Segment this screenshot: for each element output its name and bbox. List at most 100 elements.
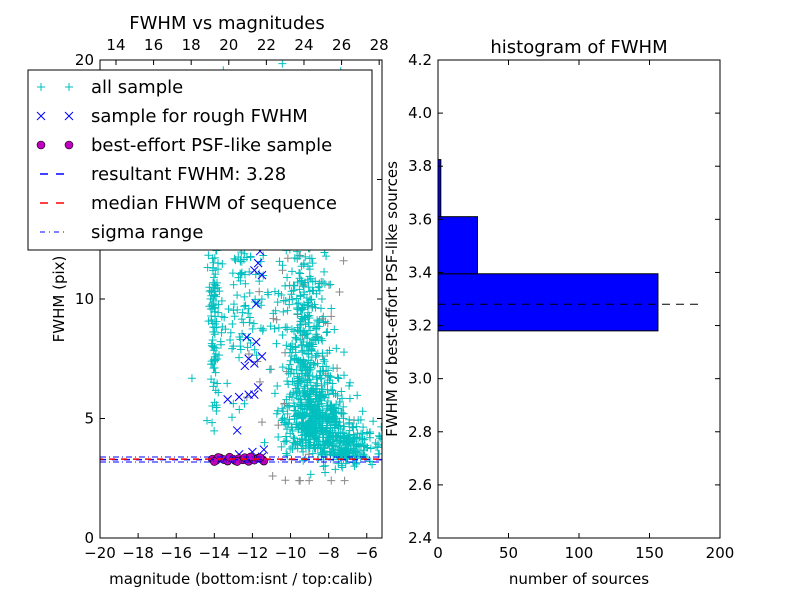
gray-sample-point bbox=[339, 256, 348, 265]
all-sample-point bbox=[291, 348, 300, 357]
all-sample-point bbox=[286, 356, 295, 365]
all-sample-point bbox=[343, 445, 352, 454]
all-sample-point bbox=[304, 308, 313, 317]
all-sample-point bbox=[358, 407, 367, 416]
all-sample-point bbox=[245, 267, 254, 276]
all-sample-point bbox=[312, 423, 321, 432]
all-sample-point bbox=[340, 371, 349, 380]
all-sample-point bbox=[279, 296, 288, 305]
all-sample-point bbox=[333, 373, 342, 382]
all-sample-point bbox=[294, 299, 303, 308]
all-sample-point bbox=[305, 438, 314, 447]
all-sample-point bbox=[320, 379, 329, 388]
all-sample-point bbox=[319, 444, 328, 453]
legend-entry: best-effort PSF-like sample bbox=[36, 135, 332, 156]
all-sample-point bbox=[281, 420, 290, 429]
all-sample-point bbox=[302, 329, 311, 338]
all-sample-point bbox=[377, 422, 382, 431]
all-sample-point bbox=[336, 421, 345, 430]
all-sample-point bbox=[230, 254, 239, 263]
all-sample-point bbox=[283, 403, 292, 412]
all-sample-point bbox=[323, 396, 332, 405]
histogram-panel: 0 50 100 150 200 2.4 2.6 2.8 3.0 3.2 3.4 3.6 3.8 4.0 4… bbox=[408, 51, 734, 562]
all-sample-point bbox=[287, 423, 296, 432]
all-sample-point bbox=[273, 298, 282, 307]
all-sample-point bbox=[226, 335, 235, 344]
all-sample-point bbox=[319, 312, 328, 321]
all-sample-point bbox=[352, 422, 361, 431]
all-sample-point bbox=[245, 289, 254, 298]
all-sample-point bbox=[278, 60, 287, 68]
legend-box bbox=[27, 69, 373, 251]
gray-sample-point bbox=[255, 377, 264, 386]
all-sample-point bbox=[312, 351, 321, 360]
all-sample-point bbox=[228, 319, 237, 328]
all-sample-point bbox=[335, 398, 344, 407]
gray-sample-point bbox=[327, 312, 336, 321]
all-sample-point bbox=[236, 345, 245, 354]
all-sample-point bbox=[250, 345, 259, 354]
all-sample-point bbox=[291, 406, 300, 415]
histogram-xtick-label: 100 bbox=[565, 544, 594, 562]
all-sample-point bbox=[278, 415, 287, 424]
gray-sample-point bbox=[272, 315, 281, 324]
all-sample-point bbox=[345, 394, 354, 403]
all-sample-point bbox=[304, 322, 313, 331]
all-sample-point bbox=[289, 281, 298, 290]
scatter-xlabel: magnitude (bottom:isnt / top:calib) bbox=[109, 570, 373, 588]
gray-sample-point bbox=[325, 280, 334, 289]
all-sample-point bbox=[306, 363, 315, 372]
legend-entry: median FHWM of sequence bbox=[40, 193, 337, 214]
all-sample-point bbox=[246, 253, 255, 262]
all-sample-point bbox=[317, 449, 326, 458]
histogram-ytick-label: 2.4 bbox=[408, 529, 432, 547]
all-sample-point bbox=[320, 279, 329, 288]
all-sample-point bbox=[292, 299, 301, 308]
all-sample-point bbox=[371, 438, 380, 447]
all-sample-point bbox=[318, 362, 327, 371]
all-sample-point bbox=[297, 276, 306, 285]
all-sample-point bbox=[333, 391, 342, 400]
all-sample-point bbox=[323, 327, 332, 336]
all-sample-point bbox=[301, 392, 310, 401]
all-sample-point bbox=[207, 341, 216, 350]
histogram-bar bbox=[437, 273, 659, 332]
all-sample-point bbox=[259, 271, 268, 280]
all-sample-point bbox=[302, 410, 311, 419]
all-sample-point bbox=[329, 389, 338, 398]
all-sample-point bbox=[281, 281, 290, 290]
scatter-top-xtick-label: 22 bbox=[257, 36, 276, 54]
all-sample-point bbox=[285, 392, 294, 401]
legend-label: resultant FWHM: 3.28 bbox=[91, 164, 286, 185]
psf-like-point bbox=[255, 453, 265, 462]
all-sample-point bbox=[354, 416, 363, 425]
circle-icon bbox=[36, 140, 46, 150]
all-sample-point bbox=[270, 287, 279, 296]
all-sample-point bbox=[230, 312, 239, 321]
all-sample-point bbox=[295, 251, 304, 260]
all-sample-point bbox=[359, 423, 368, 432]
all-sample-point bbox=[270, 324, 279, 333]
all-sample-point bbox=[319, 367, 328, 376]
scatter-top-xtick-label: 18 bbox=[182, 36, 201, 54]
all-sample-point bbox=[352, 441, 361, 450]
all-sample-point bbox=[304, 371, 313, 380]
histogram-bar bbox=[437, 216, 478, 275]
all-sample-point bbox=[304, 442, 313, 451]
scatter-xtick-label: −6 bbox=[356, 544, 378, 562]
all-sample-point bbox=[311, 303, 320, 312]
all-sample-point bbox=[297, 277, 306, 286]
all-sample-point bbox=[211, 368, 220, 377]
all-sample-point bbox=[307, 345, 316, 354]
all-sample-point bbox=[282, 341, 291, 350]
all-sample-point bbox=[301, 366, 310, 375]
all-sample-point bbox=[281, 323, 290, 332]
all-sample-point bbox=[301, 313, 310, 322]
all-sample-point bbox=[334, 431, 343, 440]
histogram-ytick-label: 3.6 bbox=[408, 210, 432, 228]
all-sample-point bbox=[218, 259, 227, 268]
all-sample-point bbox=[318, 277, 327, 286]
all-sample-point bbox=[314, 416, 323, 425]
histogram-xlabel: number of sources bbox=[509, 570, 649, 588]
all-sample-point bbox=[299, 456, 308, 465]
